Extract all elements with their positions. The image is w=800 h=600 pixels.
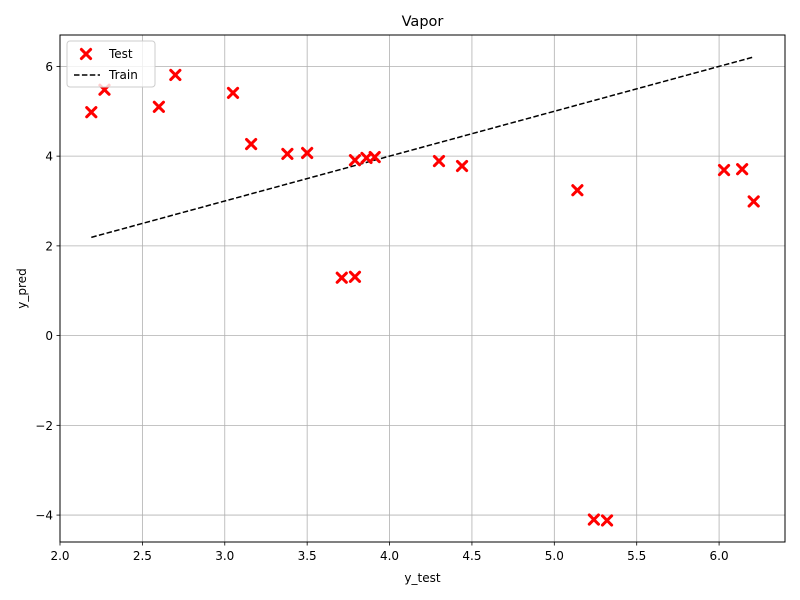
test-point (245, 137, 258, 151)
legend-train-label: Train (108, 68, 138, 82)
x-tick-label: 6.0 (710, 549, 729, 563)
test-point (717, 163, 731, 177)
test-point (747, 195, 760, 208)
test-point (368, 150, 381, 164)
y-axis-label: y_pred (15, 268, 29, 308)
y-tick-label: −4 (35, 509, 53, 523)
test-point (335, 271, 348, 284)
x-tick-label: 3.0 (215, 549, 234, 563)
test-point (226, 86, 240, 99)
legend-test-x (79, 47, 93, 61)
test-point (600, 514, 614, 527)
y-tick-label: 2 (45, 239, 53, 253)
legend-test-marker (79, 47, 93, 61)
test-point (571, 184, 584, 197)
y-tick-label: 6 (45, 60, 53, 74)
test-point (432, 154, 446, 168)
grid-lines (59, 35, 785, 542)
x-tick-label: 5.0 (545, 549, 564, 563)
train-series (91, 56, 754, 239)
test-point (587, 513, 600, 526)
y-tick-label: 4 (45, 150, 53, 164)
plot-area-frame (59, 34, 786, 543)
test-point (348, 270, 362, 283)
test-point (169, 68, 182, 82)
x-tick-label: 5.5 (627, 549, 646, 563)
x-tick-label: 2.5 (133, 549, 152, 563)
y-tick-label: −2 (35, 419, 53, 433)
x-tick-label: 4.0 (380, 549, 399, 563)
y-axis-ticks: −4 −2 0 2 4 6 (35, 60, 60, 523)
x-axis-label: y_test (404, 571, 440, 585)
x-tick-label: 4.5 (462, 549, 481, 563)
test-point (281, 147, 294, 160)
test-point (348, 154, 362, 167)
test-point (455, 159, 469, 173)
legend-test-label: Test (108, 47, 133, 61)
y-tick-label: 0 (45, 329, 53, 343)
test-point (736, 163, 749, 176)
x-tick-label: 2.0 (50, 549, 69, 563)
legend: Test Train (66, 40, 156, 88)
test-series (85, 68, 760, 527)
train-line (91, 56, 754, 239)
x-tick-label: 3.5 (298, 549, 317, 563)
test-point (152, 100, 165, 113)
x-axis-ticks: 2.0 2.5 3.0 3.5 4.0 4.5 5.0 5.5 6.0 (50, 542, 729, 563)
test-point (301, 146, 314, 160)
test-point (85, 106, 98, 119)
chart-title: Vapor (402, 14, 444, 30)
